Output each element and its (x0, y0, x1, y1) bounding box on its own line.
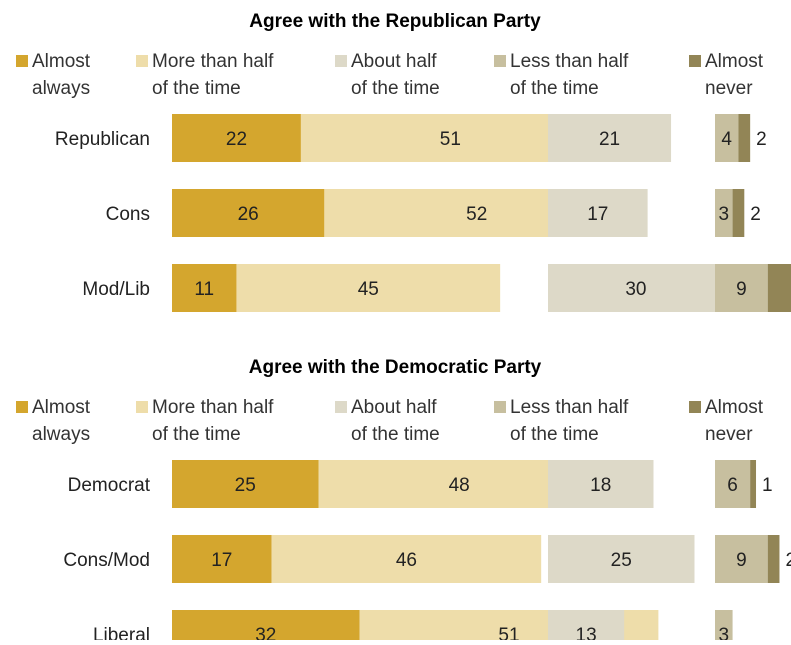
legend-label: About half (351, 397, 437, 418)
data-label: 4 (721, 129, 732, 150)
data-label: 3 (719, 625, 730, 640)
data-label: 17 (211, 550, 232, 571)
legend-label: always (32, 424, 90, 445)
bar-less-than-half (715, 460, 751, 508)
legend-label: always (32, 78, 90, 99)
data-label: 45 (358, 279, 379, 300)
category-label: Mod/Lib (82, 279, 150, 300)
legend-swatch-about-half (335, 55, 347, 67)
data-label: 6 (727, 475, 738, 496)
category-label: Republican (55, 129, 150, 150)
bar-almost-never (767, 264, 791, 312)
legend-label: of the time (152, 78, 241, 99)
data-label: 2 (785, 550, 791, 571)
data-label: 32 (255, 625, 276, 640)
legend-swatch-less-than-half (494, 55, 506, 67)
data-label: 48 (449, 475, 470, 496)
legend-swatch-almost-never (689, 401, 701, 413)
bar-about-half (548, 264, 724, 312)
data-label: 25 (611, 550, 632, 571)
legend-label: never (705, 424, 753, 445)
bar-more-than-half (236, 264, 501, 312)
category-label: Cons (106, 204, 150, 225)
legend-label: of the time (510, 78, 599, 99)
bar-less-than-half (715, 189, 733, 237)
data-label: 17 (587, 204, 608, 225)
bar-less-than-half (715, 610, 733, 645)
data-label: 46 (396, 550, 417, 571)
bar-almost-always (172, 460, 319, 508)
chart-title: Agree with the Republican Party (249, 11, 541, 32)
legend-label: of the time (152, 424, 241, 445)
legend-label: Less than half (510, 51, 629, 72)
data-label: 1 (762, 475, 773, 496)
legend-label: Almost (32, 397, 91, 418)
data-label: 11 (194, 279, 214, 300)
data-label: 13 (576, 625, 597, 640)
data-label: 26 (238, 204, 259, 225)
legend-swatch-more-than-half (136, 401, 148, 413)
bar-almost-never (767, 535, 780, 583)
data-label: 25 (235, 475, 256, 496)
legend-swatch-almost-always (16, 55, 28, 67)
data-label: 2 (756, 129, 767, 150)
legend-swatch-almost-never (689, 55, 701, 67)
legend-label: Almost (32, 51, 91, 72)
data-label: 21 (599, 129, 620, 150)
bar-about-half (548, 460, 654, 508)
data-label: 3 (719, 204, 730, 225)
category-label: Democrat (68, 475, 151, 496)
category-label: Liberal (93, 625, 150, 640)
legend-label: never (705, 78, 753, 99)
data-label: 52 (466, 204, 487, 225)
bar-almost-always (172, 114, 301, 162)
legend-label: of the time (510, 424, 599, 445)
legend-swatch-about-half (335, 401, 347, 413)
bar-less-than-half (715, 114, 739, 162)
legend-swatch-less-than-half (494, 401, 506, 413)
bar-almost-always (172, 264, 237, 312)
legend-label: Almost (705, 397, 764, 418)
data-label: 9 (736, 279, 747, 300)
legend-label: of the time (351, 78, 440, 99)
data-label: 2 (750, 204, 761, 225)
bar-almost-never (732, 189, 745, 237)
data-label: 18 (590, 475, 611, 496)
legend-swatch-almost-always (16, 401, 28, 413)
bar-more-than-half (271, 535, 542, 583)
data-label: 9 (736, 550, 747, 571)
legend-swatch-more-than-half (136, 55, 148, 67)
bar-almost-never (738, 114, 751, 162)
legend-label: About half (351, 51, 437, 72)
legend-label: More than half (152, 397, 274, 418)
bar-about-half (548, 114, 672, 162)
legend-label: More than half (152, 51, 274, 72)
bar-less-than-half (715, 264, 768, 312)
bar-almost-always (172, 535, 272, 583)
bar-about-half (548, 535, 695, 583)
legend-label: of the time (351, 424, 440, 445)
bar-about-half (548, 610, 625, 645)
bar-almost-always (172, 189, 325, 237)
legend-label: Almost (705, 51, 764, 72)
bar-about-half (548, 189, 648, 237)
bar-almost-never (750, 460, 757, 508)
legend-label: Less than half (510, 397, 629, 418)
bar-less-than-half (715, 535, 768, 583)
chart-title: Agree with the Democratic Party (249, 357, 542, 378)
data-label: 30 (625, 279, 646, 300)
data-label: 22 (226, 129, 247, 150)
data-label: 51 (440, 129, 461, 150)
category-label: Cons/Mod (63, 550, 150, 571)
bar-almost-always (172, 610, 360, 645)
data-label: 51 (498, 625, 519, 640)
